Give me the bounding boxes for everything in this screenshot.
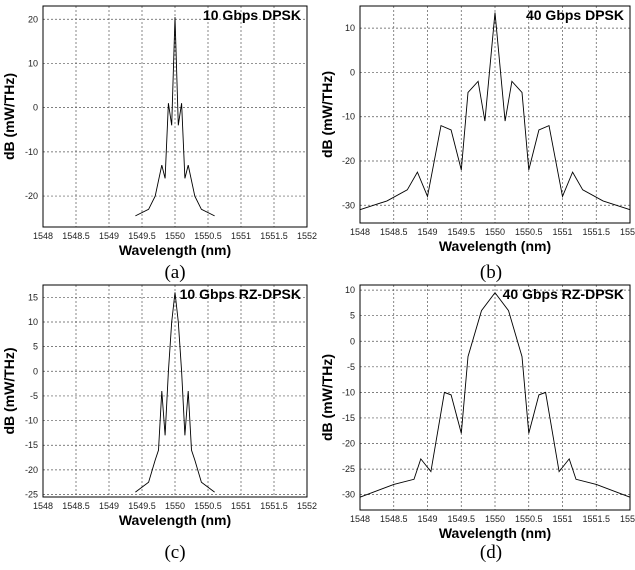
y-tick-label: 20	[28, 14, 38, 24]
x-tick-label: 1551.5	[260, 501, 288, 511]
plot-frame	[359, 284, 631, 511]
y-tick-label: -5	[347, 362, 355, 372]
y-tick-label: 15	[28, 292, 38, 302]
x-tick-label: 1548	[350, 227, 370, 237]
spectrum-trace	[359, 291, 631, 498]
y-tick-label: 10	[345, 285, 355, 295]
x-tick-label: 1550	[485, 514, 505, 524]
y-tick-label: -10	[25, 147, 38, 157]
x-tick-label: 1549	[99, 231, 119, 241]
x-tick-label: 1549	[417, 514, 437, 524]
chart-panel-c: 1548 1548.5 1549 1549.5 1550 1550.5 1551 1551.5…	[0, 284, 320, 570]
caption-c: (c)	[164, 542, 186, 563]
x-axis-title: Wavelength (nm)	[119, 242, 231, 258]
x-tick-label: 1551.5	[582, 227, 610, 237]
x-tick-label: 1550.5	[194, 231, 222, 241]
x-tick-label: 1548	[33, 231, 53, 241]
spectrum-trace	[135, 17, 215, 217]
y-tick-label: -25	[25, 490, 38, 500]
plot-title: 40 Gbps DPSK	[526, 7, 624, 23]
spectrum-trace	[359, 12, 631, 211]
x-tick-label: 1548.5	[380, 514, 408, 524]
x-tick-label: 1549	[417, 227, 437, 237]
x-tick-label: 1549.5	[447, 227, 475, 237]
caption-a: (a)	[164, 262, 186, 283]
x-tick-label: 1548.5	[62, 231, 90, 241]
x-tick-label: 1550.5	[515, 227, 543, 237]
y-axis-title: dB (mW/THz)	[319, 71, 335, 158]
x-tick-label: 1550.5	[515, 514, 543, 524]
y-tick-label: -20	[342, 439, 355, 449]
x-tick-label: 1552	[620, 514, 635, 524]
y-tick-label: 0	[350, 336, 355, 346]
y-tick-label: -20	[25, 191, 38, 201]
x-tick-label: 1551	[552, 514, 572, 524]
y-tick-label: 0	[33, 366, 38, 376]
x-axis-title: Wavelength (nm)	[439, 238, 551, 254]
y-tick-label: 10	[28, 58, 38, 68]
chart-panel-a: 1548 1548.5 1549 1549.5 1550 1550.5 1551 1551.5…	[0, 0, 320, 290]
y-tick-label: -20	[25, 465, 38, 475]
x-tick-label: 1551.5	[260, 231, 288, 241]
chart-panel-b: 1548 1548.5 1549 1549.5 1550 1550.5 1551 1551.5…	[318, 0, 635, 290]
plot-title: 40 Gbps RZ-DPSK	[503, 286, 624, 302]
y-axis-title: dB (mW/THz)	[319, 354, 335, 441]
x-tick-label: 1550	[485, 227, 505, 237]
chart-panel-d: 1548 1548.5 1549 1549.5 1550 1550.5 1551 1551.5…	[318, 284, 635, 570]
x-tick-label: 1548.5	[62, 501, 90, 511]
x-tick-label: 1549.5	[128, 501, 156, 511]
y-tick-label: 5	[350, 311, 355, 321]
x-tick-label: 1549	[99, 501, 119, 511]
x-axis-title: Wavelength (nm)	[439, 525, 551, 541]
chart-svg: 1548 1548.5 1549 1549.5 1550 1550.5 1551 1551.5…	[1, 284, 317, 528]
x-tick-label: 1548	[350, 514, 370, 524]
chart-svg: 1548 1548.5 1549 1549.5 1550 1550.5 1551 1551.5…	[319, 284, 635, 541]
y-tick-label: -10	[342, 112, 355, 122]
spectrum-trace	[135, 292, 215, 493]
x-axis-title: Wavelength (nm)	[119, 512, 231, 528]
caption-d: (d)	[479, 542, 503, 563]
y-tick-label: -10	[342, 387, 355, 397]
y-tick-label: -30	[342, 490, 355, 500]
y-axis-title: dB (mW/THz)	[1, 347, 17, 434]
x-tick-label: 1549.5	[128, 231, 156, 241]
x-tick-label: 1548.5	[380, 227, 408, 237]
chart-svg: 1548 1548.5 1549 1549.5 1550 1550.5 1551 1551.5…	[319, 5, 635, 254]
y-tick-label: 10	[28, 317, 38, 327]
x-tick-label: 1552	[297, 501, 317, 511]
plot-frame	[42, 284, 308, 498]
plot-title: 10 Gbps DPSK	[203, 7, 301, 23]
y-tick-label: -15	[25, 440, 38, 450]
y-tick-label: 10	[345, 23, 355, 33]
y-tick-label: 5	[33, 342, 38, 352]
x-tick-label: 1551	[231, 501, 251, 511]
plot-frame	[359, 5, 631, 224]
y-tick-label: -15	[342, 413, 355, 423]
x-tick-label: 1550.5	[194, 501, 222, 511]
x-tick-label: 1550	[165, 231, 185, 241]
y-tick-label: -5	[30, 391, 38, 401]
plot-frame	[42, 5, 308, 228]
x-tick-label: 1550	[165, 501, 185, 511]
y-tick-label: 0	[350, 67, 355, 77]
y-tick-label: -25	[342, 464, 355, 474]
y-axis-title: dB (mW/THz)	[1, 73, 17, 160]
y-tick-label: -20	[342, 156, 355, 166]
y-tick-label: -30	[342, 200, 355, 210]
x-tick-label: 1551.5	[582, 514, 610, 524]
x-tick-label: 1551	[552, 227, 572, 237]
x-tick-label: 1549.5	[447, 514, 475, 524]
x-tick-label: 1552	[297, 231, 317, 241]
x-tick-label: 1552	[620, 227, 635, 237]
caption-b: (b)	[479, 262, 503, 283]
y-tick-label: 0	[33, 103, 38, 113]
x-tick-label: 1551	[231, 231, 251, 241]
x-tick-label: 1548	[33, 501, 53, 511]
chart-svg: 1548 1548.5 1549 1549.5 1550 1550.5 1551 1551.5…	[1, 5, 317, 258]
plot-title: 10 Gbps RZ-DPSK	[180, 286, 301, 302]
y-tick-label: -10	[25, 416, 38, 426]
